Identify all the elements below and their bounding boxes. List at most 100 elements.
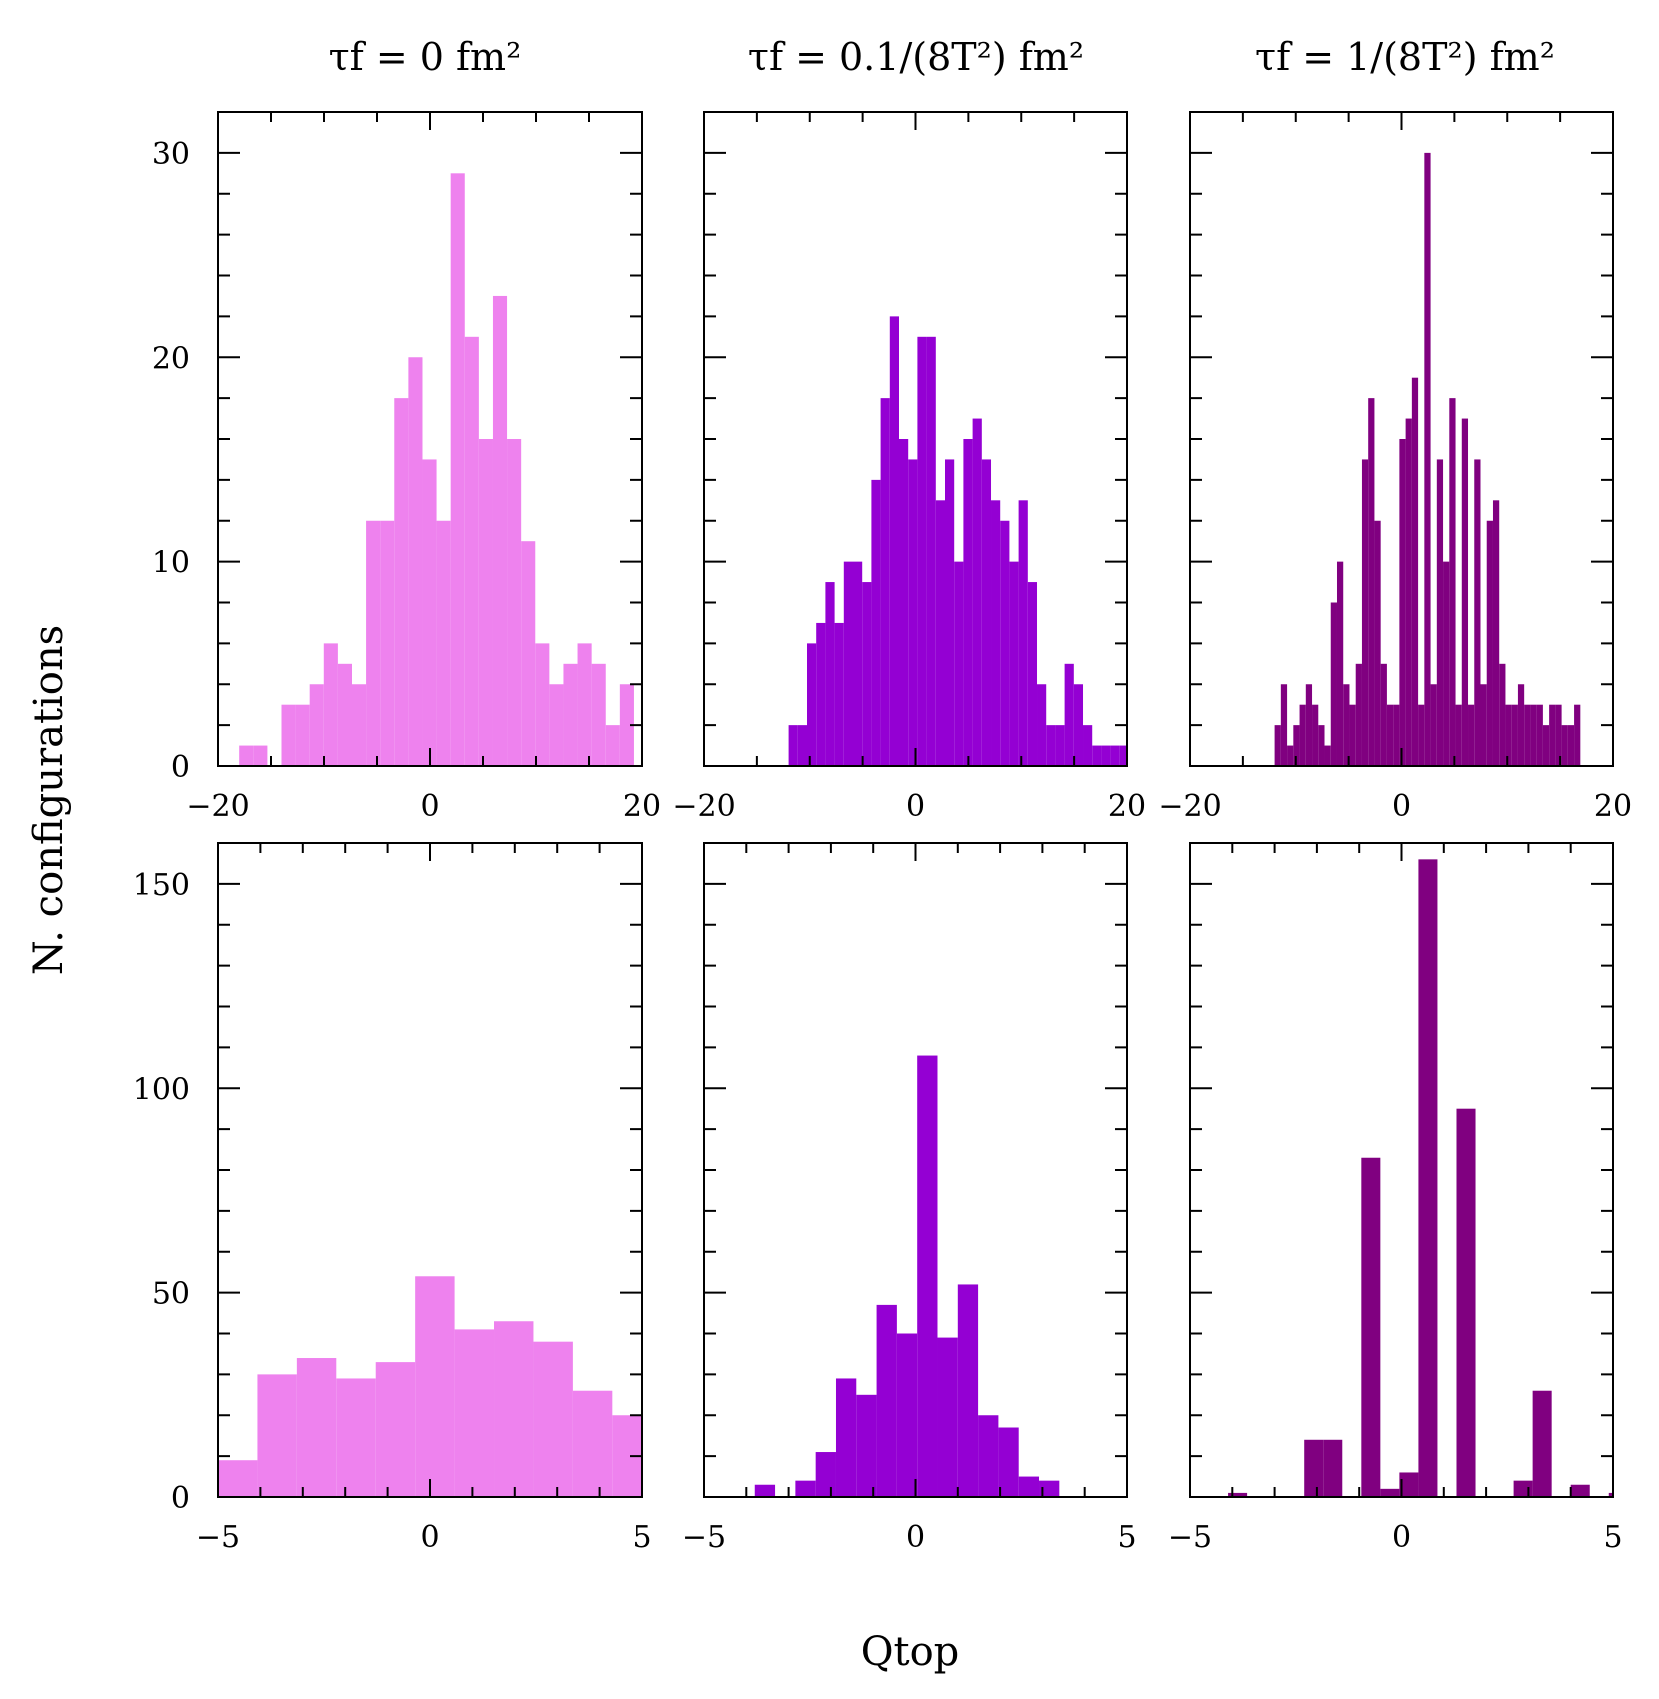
- histogram-bar: [415, 1276, 455, 1497]
- histogram-bar: [1536, 704, 1543, 766]
- histogram-bar: [797, 725, 807, 767]
- panel-top-middle: −20 0 20: [672, 111, 1146, 824]
- histogram-bar: [1312, 704, 1319, 766]
- histogram-bar: [788, 725, 798, 767]
- y-tick-label: 100: [133, 1072, 190, 1107]
- x-tick-label: −20: [186, 789, 249, 824]
- histogram-bar: [825, 582, 835, 766]
- histogram-bar: [856, 1394, 877, 1497]
- histogram-bar: [945, 459, 955, 766]
- histogram-bar: [253, 745, 268, 766]
- histogram-bar: [1299, 704, 1306, 766]
- histogram-bar: [1110, 745, 1120, 766]
- histogram-bar: [336, 1378, 376, 1497]
- histogram-bar: [1424, 152, 1431, 767]
- histogram-bar: [1361, 459, 1369, 766]
- histogram-bar: [1480, 684, 1487, 766]
- histogram-bar: [1386, 704, 1394, 766]
- histogram-bar: [1430, 684, 1437, 766]
- histogram-bar: [454, 1329, 495, 1497]
- x-tick-label: −20: [1158, 789, 1221, 824]
- histogram-bar: [1073, 684, 1084, 766]
- histogram-bar: [835, 1378, 857, 1497]
- histogram-bar: [1343, 684, 1350, 766]
- histogram-bar: [1330, 602, 1337, 766]
- histogram-bar: [1561, 725, 1568, 767]
- histogram-bar: [1574, 704, 1581, 766]
- histogram-bar: [1046, 725, 1056, 767]
- histogram-bar: [1287, 745, 1294, 766]
- histogram-bar: [1549, 704, 1556, 766]
- x-tick-label: 0: [906, 789, 925, 824]
- histogram-bar: [1499, 663, 1506, 766]
- x-tick-label: 0: [420, 1520, 439, 1555]
- histogram-bar: [1009, 561, 1019, 767]
- histogram-bar: [1555, 704, 1562, 766]
- x-axis-title: Qtop: [861, 1629, 960, 1675]
- histogram-bar: [1468, 704, 1475, 766]
- histogram-bar: [1505, 704, 1512, 766]
- x-tick-label: 0: [420, 789, 439, 824]
- y-tick-label: 0: [171, 750, 190, 785]
- histogram-bar: [1119, 745, 1127, 766]
- histogram-bar: [1018, 500, 1028, 766]
- histogram-bar: [1304, 1439, 1324, 1497]
- histogram-bar: [935, 500, 945, 766]
- histogram-bar: [908, 459, 918, 766]
- histogram-bar: [1411, 377, 1419, 766]
- histogram-bar: [1436, 459, 1444, 766]
- x-tick-label: −5: [682, 1520, 726, 1555]
- histogram-bar: [1486, 520, 1493, 766]
- histogram-bar: [1511, 704, 1518, 766]
- histogram-bar: [464, 336, 479, 766]
- histogram-bar: [834, 622, 844, 766]
- histogram-bar: [1374, 520, 1381, 766]
- histogram-bar: [1380, 1488, 1400, 1497]
- histogram-bar: [591, 663, 606, 766]
- histogram-bar: [896, 1333, 918, 1497]
- histogram-bar: [619, 684, 634, 766]
- histogram-bar: [1532, 1390, 1552, 1497]
- histogram-bar: [1455, 704, 1462, 766]
- histogram-bar: [1064, 663, 1074, 766]
- histogram-bar: [375, 1362, 416, 1497]
- histogram-bar: [1399, 1472, 1419, 1497]
- histogram-bar: [478, 439, 493, 766]
- x-tick-label: 20: [1108, 789, 1146, 824]
- panel-bottom-right: −5 0 5: [1168, 842, 1623, 1555]
- histogram-bar: [1567, 725, 1575, 767]
- histogram-bar: [1293, 725, 1300, 767]
- histogram-bar: [1393, 704, 1400, 766]
- x-tick-label: 5: [632, 1520, 651, 1555]
- histogram-bar: [1305, 684, 1313, 766]
- histogram-bar: [408, 357, 423, 766]
- histogram-bar: [239, 745, 254, 766]
- histogram-bar: [521, 541, 536, 766]
- histogram-bar: [843, 561, 853, 767]
- histogram-bar: [1274, 725, 1281, 767]
- histogram-bar: [815, 1452, 836, 1497]
- histogram-bar: [1513, 1480, 1533, 1497]
- histogram-bar: [1542, 725, 1550, 767]
- histogram-bar: [1018, 1476, 1040, 1497]
- histogram-bar: [533, 1341, 573, 1497]
- histogram-bar: [218, 1460, 258, 1497]
- histogram-bar: [1083, 725, 1093, 767]
- x-tick-label: −5: [1168, 1520, 1212, 1555]
- histogram-bar: [295, 704, 310, 766]
- histogram-bar: [926, 336, 936, 766]
- histogram-bar: [296, 1358, 337, 1497]
- histogram-bar: [816, 622, 826, 766]
- histogram-bar: [1000, 520, 1010, 766]
- histogram-bar: [871, 479, 881, 767]
- histogram-bar: [963, 439, 973, 766]
- histogram-bar: [998, 1427, 1019, 1497]
- histogram-bar: [1492, 500, 1500, 766]
- histogram-bar: [1530, 704, 1537, 766]
- histogram-bar: [754, 1484, 776, 1497]
- histogram-bar: [1405, 418, 1412, 766]
- histogram-bar: [972, 418, 982, 766]
- histogram-bar: [323, 643, 338, 767]
- column-title-2: τf = 0.1/(8T²) fm²: [748, 35, 1084, 79]
